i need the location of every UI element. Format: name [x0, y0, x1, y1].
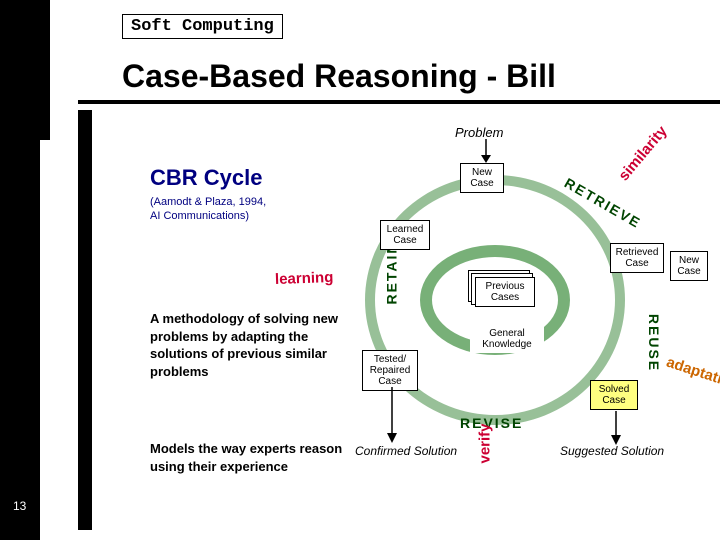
box-new-case: New Case — [460, 163, 504, 193]
page-number: 13 — [10, 498, 29, 514]
slide: Soft Computing Case-Based Reasoning - Bi… — [40, 0, 720, 540]
box-tested-case: Tested/ Repaired Case — [362, 350, 418, 391]
cbr-sub-line2: AI Communications) — [150, 210, 249, 222]
label-adaptation: adaptation — [664, 354, 720, 394]
arrow-solved-down — [606, 411, 626, 447]
box-retrieved-case: Retrieved Case — [610, 243, 664, 273]
label-similarity: similarity — [615, 123, 670, 184]
slide-title: Case-Based Reasoning - Bill — [122, 58, 556, 95]
arrow-problem-down — [476, 139, 496, 165]
arrow-tested-down — [382, 387, 402, 445]
title-underline — [78, 100, 720, 104]
label-verify: verify — [477, 423, 494, 463]
textbox-methodology: A methodology of solving new problems by… — [150, 310, 350, 380]
label-general-knowledge: General Knowledge — [470, 325, 544, 353]
cbr-sub-line1: (Aamodt & Plaza, 1994, — [150, 196, 266, 208]
arc-retain: RETAIN — [384, 241, 400, 304]
header-label: Soft Computing — [122, 14, 283, 39]
cbr-subtitle: (Aamodt & Plaza, 1994, AI Communications… — [150, 195, 266, 224]
box-solved-case: Solved Case — [590, 380, 638, 410]
confirmed-text: Confirmed Solution — [355, 444, 457, 458]
left-bar — [78, 110, 92, 530]
textbox-models: Models the way experts reason using thei… — [150, 440, 350, 475]
box-previous-cases: Previous Cases — [475, 277, 535, 307]
arc-reuse: REUSE — [646, 314, 662, 372]
label-learning: learning — [275, 269, 334, 288]
sidebar-decoration — [0, 0, 50, 140]
cbr-cycle-title: CBR Cycle — [150, 165, 262, 191]
label-suggested-solution: Suggested Solution — [560, 445, 664, 458]
label-confirmed-solution: Confirmed Solution — [355, 445, 457, 458]
problem-label: Problem — [455, 125, 503, 140]
cbr-diagram: CBR Cycle (Aamodt & Plaza, 1994, AI Comm… — [130, 125, 690, 515]
suggested-text: Suggested Solution — [560, 444, 664, 458]
box-learned-case: Learned Case — [380, 220, 430, 250]
box-new-case-2: New Case — [670, 251, 708, 281]
